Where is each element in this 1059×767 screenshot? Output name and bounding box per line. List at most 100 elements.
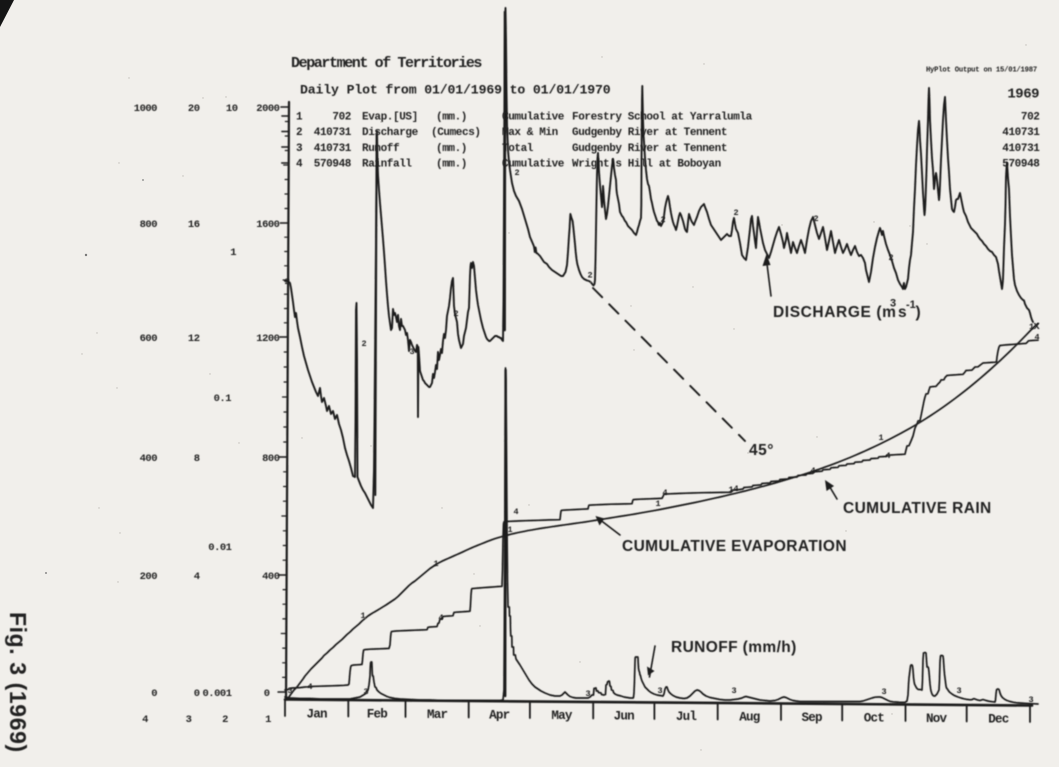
svg-text:0: 0 — [194, 688, 200, 700]
svg-text:Mar: Mar — [427, 708, 448, 722]
svg-text:1: 1 — [878, 433, 883, 443]
svg-text:0.01: 0.01 — [208, 542, 231, 554]
svg-text:400: 400 — [140, 453, 158, 465]
svg-text:Forestry School at Yarralumla: Forestry School at Yarralumla — [572, 112, 753, 124]
svg-text:1: 1 — [265, 714, 271, 726]
svg-text:-1: -1 — [906, 299, 916, 311]
svg-text:3: 3 — [409, 347, 414, 357]
svg-text:(Cumecs): (Cumecs) — [431, 127, 481, 139]
svg-text:Apr: Apr — [489, 709, 510, 723]
svg-text:CUMULATIVE EVAPORATION: CUMULATIVE EVAPORATION — [622, 538, 847, 555]
svg-text:1: 1 — [655, 499, 660, 509]
svg-text:1: 1 — [1029, 322, 1034, 332]
svg-text:Rainfall: Rainfall — [362, 159, 412, 171]
svg-text:702: 702 — [1021, 112, 1040, 124]
svg-text:Gudgenby River at Tennent: Gudgenby River at Tennent — [572, 127, 727, 139]
svg-text:12: 12 — [188, 333, 200, 345]
svg-text:4: 4 — [1034, 333, 1039, 343]
svg-text:4: 4 — [885, 451, 890, 461]
svg-text:2: 2 — [813, 214, 818, 224]
svg-text:4: 4 — [142, 714, 148, 726]
svg-text:Discharge: Discharge — [362, 127, 419, 139]
svg-text:4: 4 — [733, 484, 738, 494]
svg-text:3: 3 — [186, 714, 192, 726]
svg-text:Nov: Nov — [926, 712, 948, 726]
svg-text:Cumulative: Cumulative — [502, 112, 565, 124]
svg-text:4: 4 — [194, 571, 200, 583]
svg-text:0: 0 — [264, 688, 270, 700]
svg-text:1: 1 — [507, 525, 512, 535]
svg-text:410731: 410731 — [1002, 127, 1040, 139]
svg-text:Fig. 3 (1969): Fig. 3 (1969) — [5, 612, 31, 753]
svg-text:45°: 45° — [749, 442, 774, 459]
svg-text:4: 4 — [307, 682, 312, 692]
svg-text:Daily Plot from 01/01/1969 to: Daily Plot from 01/01/1969 to 01/01/1970 — [300, 83, 611, 98]
svg-text:2: 2 — [284, 277, 289, 287]
svg-text:3: 3 — [287, 686, 292, 696]
svg-text:0: 0 — [151, 688, 157, 700]
svg-text:1: 1 — [230, 247, 236, 259]
svg-text:702: 702 — [332, 112, 351, 124]
svg-text:0.001: 0.001 — [202, 688, 231, 700]
svg-text:410731: 410731 — [314, 127, 352, 139]
svg-text:3: 3 — [296, 143, 303, 155]
svg-text:200: 200 — [140, 571, 158, 583]
svg-text:1969: 1969 — [1007, 87, 1039, 103]
svg-text:410731: 410731 — [314, 143, 352, 155]
svg-text:3: 3 — [881, 687, 886, 697]
svg-text:600: 600 — [140, 333, 158, 345]
svg-text:2: 2 — [514, 168, 519, 178]
svg-text:1: 1 — [728, 485, 733, 495]
svg-text:3: 3 — [1028, 695, 1033, 705]
svg-text:4: 4 — [296, 159, 303, 171]
svg-text:2000: 2000 — [256, 103, 279, 115]
svg-text:1000: 1000 — [134, 103, 157, 115]
svg-text:3: 3 — [363, 687, 368, 697]
svg-text:DISCHARGE (m: DISCHARGE (m — [773, 304, 896, 321]
svg-text:3: 3 — [890, 298, 896, 310]
svg-text:570948: 570948 — [314, 159, 352, 171]
svg-text:Max & Min: Max & Min — [502, 127, 558, 139]
svg-text:(mm.): (mm.) — [436, 143, 467, 155]
svg-text:2: 2 — [733, 208, 738, 218]
svg-text:20: 20 — [188, 103, 200, 115]
svg-text:2: 2 — [453, 309, 458, 319]
svg-text:1: 1 — [296, 112, 303, 124]
svg-text:Sep: Sep — [801, 711, 822, 725]
svg-text:Oct: Oct — [864, 712, 885, 726]
svg-text:(mm.): (mm.) — [436, 112, 467, 124]
svg-text:4: 4 — [810, 466, 815, 476]
svg-text:(mm.): (mm.) — [436, 159, 467, 171]
svg-text:s: s — [898, 304, 907, 321]
svg-text:800: 800 — [140, 219, 158, 231]
svg-text:RUNOFF (mm/h): RUNOFF (mm/h) — [671, 639, 797, 656]
svg-text:2: 2 — [888, 253, 893, 263]
svg-text:2: 2 — [660, 215, 665, 225]
svg-text:3: 3 — [585, 689, 590, 699]
svg-text:): ) — [916, 304, 921, 321]
svg-text:1200: 1200 — [256, 333, 279, 345]
svg-text:Wright's Hill at Boboyan: Wright's Hill at Boboyan — [572, 159, 721, 171]
svg-text:2: 2 — [361, 339, 366, 349]
svg-text:570948: 570948 — [1002, 159, 1040, 171]
svg-text:x: x — [1033, 321, 1040, 333]
svg-text:Feb: Feb — [367, 708, 388, 722]
svg-text:4: 4 — [438, 613, 443, 623]
svg-text:Total: Total — [502, 143, 534, 155]
svg-text:410731: 410731 — [1002, 143, 1040, 155]
svg-text:0.1: 0.1 — [214, 393, 232, 405]
svg-text:10: 10 — [226, 103, 238, 115]
svg-text:4: 4 — [662, 488, 667, 498]
svg-text:Jan: Jan — [307, 707, 328, 721]
svg-text:Jul: Jul — [676, 710, 698, 724]
svg-text:Dec: Dec — [988, 713, 1009, 727]
svg-text:1: 1 — [360, 611, 365, 621]
svg-text:Department of Territories: Department of Territories — [291, 55, 482, 72]
svg-text:3: 3 — [731, 686, 736, 696]
svg-text:Cumulative: Cumulative — [502, 159, 565, 171]
svg-text:16: 16 — [188, 219, 200, 231]
svg-text:May: May — [551, 709, 573, 723]
svg-text:Runoff: Runoff — [362, 143, 400, 155]
svg-text:400: 400 — [262, 571, 280, 583]
svg-text:Aug: Aug — [739, 711, 760, 725]
